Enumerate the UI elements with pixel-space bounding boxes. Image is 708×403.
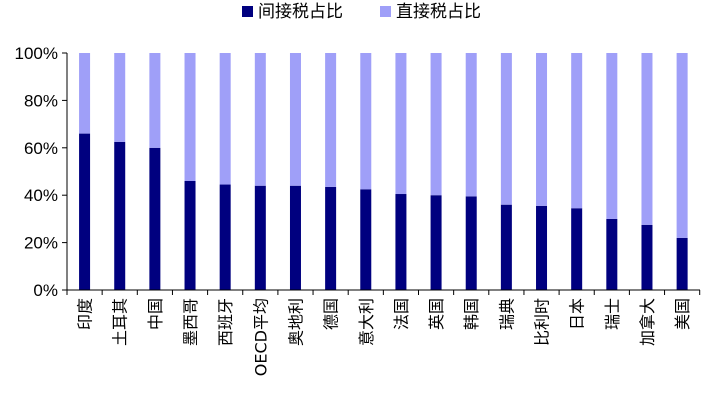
bar-direct-7 [289, 53, 301, 186]
bar-direct-1 [79, 53, 91, 134]
y-tick-label: 60% [24, 139, 58, 158]
bar-indirect-13 [500, 204, 512, 290]
bar-indirect-15 [571, 208, 583, 290]
y-axis: 0% 20% 40% 60% 80% 100% [15, 44, 68, 300]
bar-direct-15 [571, 53, 583, 209]
y-tick-label: 40% [24, 186, 58, 205]
x-category-label: 瑞典 [497, 298, 516, 330]
bar-indirect-12 [465, 196, 477, 290]
bar-indirect-18 [676, 237, 688, 290]
x-category-label: 加拿大 [638, 298, 657, 346]
x-category-label: 瑞士 [603, 298, 622, 330]
legend-swatch-1 [242, 6, 253, 17]
bar-indirect-17 [641, 224, 653, 290]
x-category-label: 墨西哥 [181, 298, 200, 346]
x-axis: 印度 土耳其 中国 墨西哥 西班牙 OECD平均 奥地利 德国 意大利 法国 英国 韩国 瑞典 比利时 日本… [66, 289, 701, 376]
x-category-label: 日本 [568, 298, 587, 330]
bar-indirect-8 [325, 186, 337, 290]
legend-label-2: 直接税占比 [396, 2, 481, 22]
x-category-label: 西班牙 [216, 298, 235, 346]
bar-indirect-4 [184, 180, 196, 290]
x-category-label: 英国 [427, 298, 446, 330]
y-tick-label: 0% [33, 281, 58, 300]
bar-direct-17 [641, 53, 653, 225]
bar-direct-18 [676, 53, 688, 238]
bars [79, 53, 688, 290]
legend-label-1: 间接税占比 [258, 2, 343, 22]
x-category-label: 韩国 [462, 298, 481, 330]
bar-indirect-3 [149, 147, 161, 290]
bar-indirect-7 [289, 185, 301, 290]
x-category-label: OECD平均 [251, 298, 270, 376]
bar-direct-6 [254, 53, 266, 186]
bar-indirect-1 [79, 133, 91, 290]
bar-direct-5 [219, 53, 231, 185]
x-category-label: 法国 [392, 298, 411, 330]
x-category-label: 比利时 [533, 298, 552, 346]
x-category-label: 美国 [673, 298, 692, 330]
y-tick-label: 80% [24, 91, 58, 110]
bar-indirect-10 [395, 194, 407, 290]
x-category-label: 土耳其 [111, 298, 130, 346]
bar-direct-9 [360, 53, 372, 190]
bar-direct-12 [465, 53, 477, 197]
x-category-label: 中国 [146, 298, 165, 330]
bar-direct-13 [500, 53, 512, 205]
bar-direct-14 [536, 53, 548, 206]
bar-direct-10 [395, 53, 407, 195]
y-tick-label: 20% [24, 234, 58, 253]
bar-indirect-6 [254, 185, 266, 290]
x-category-label: 印度 [76, 298, 95, 330]
bar-direct-16 [606, 53, 618, 219]
bar-indirect-2 [114, 141, 126, 290]
bar-direct-3 [149, 53, 161, 148]
bar-indirect-9 [360, 189, 372, 290]
bar-indirect-5 [219, 184, 231, 290]
bar-indirect-14 [536, 205, 548, 290]
bar-indirect-11 [430, 195, 442, 290]
x-category-label: 奥地利 [286, 298, 305, 346]
legend: 间接税占比 直接税占比 [242, 2, 481, 22]
bar-direct-11 [430, 53, 442, 196]
bar-direct-8 [325, 53, 337, 187]
y-tick-label: 100% [15, 44, 58, 63]
bar-indirect-16 [606, 218, 618, 290]
bar-direct-2 [114, 53, 126, 142]
legend-swatch-2 [380, 6, 391, 17]
bar-direct-4 [184, 53, 196, 181]
x-category-label: 德国 [322, 298, 341, 330]
x-category-label: 意大利 [357, 298, 376, 346]
